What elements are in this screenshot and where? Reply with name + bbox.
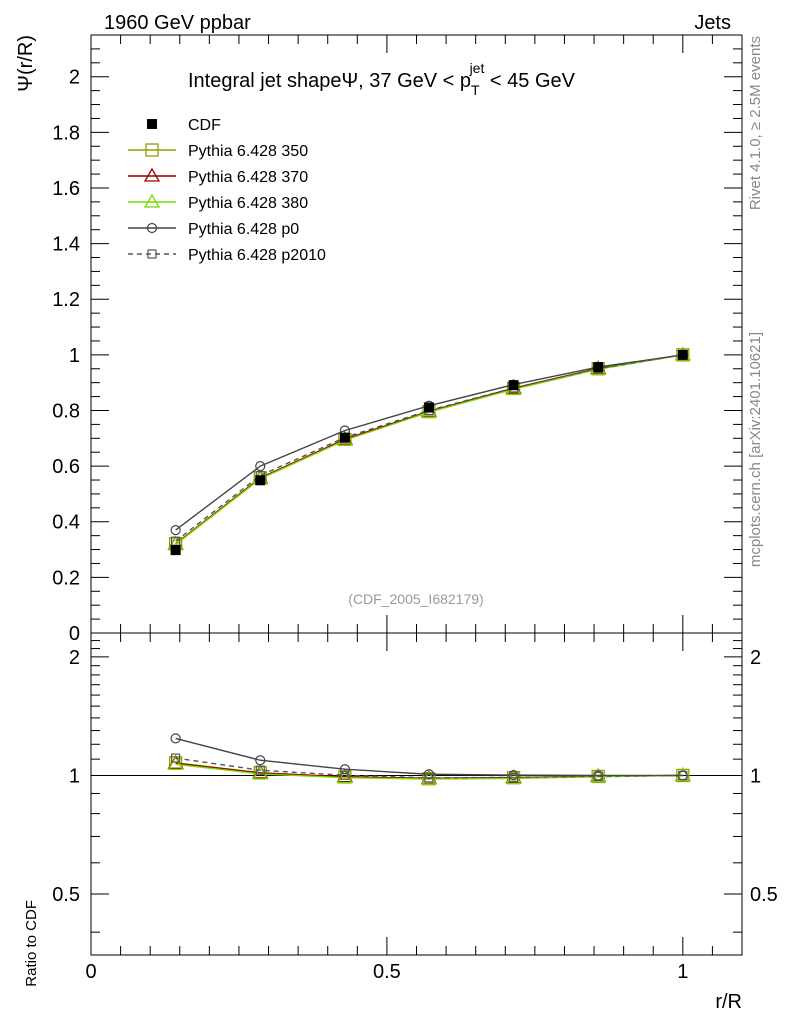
legend-marker-pythia-6-428-p2010 [147, 249, 157, 259]
legend-label-cdf: CDF [188, 117, 221, 134]
main-series-group [167, 346, 691, 556]
title-prefix: Integral jet shapeΨ, 37 GeV < p [188, 70, 471, 92]
title-suffix: < 45 GeV [484, 70, 575, 92]
main-pythia-6-428-p2010-line [175, 354, 683, 542]
title-superscript: jet [469, 60, 485, 76]
mcplots-label: mcplots.cern.ch [arXiv:2401.10621] [747, 332, 764, 567]
legend-marker-pythia-6-428-p0 [146, 222, 158, 234]
main-cdf-point [339, 432, 350, 443]
x-tick-label: 0.5 [373, 961, 401, 983]
x-tick-label: 1 [677, 961, 688, 983]
ratio-y-tick-label-right: 0.5 [750, 884, 778, 906]
y-tick-label: 1.4 [52, 234, 80, 256]
legend-label-pythia-6-428-p2010: Pythia 6.428 p2010 [188, 247, 326, 264]
ratio-axis-ticks: 0.5 0.5 1 1 2 2 0 0.5 1 [52, 633, 778, 983]
y-tick-label: 0.6 [52, 456, 80, 478]
ratio-pythia-6-428-p2010-point [171, 753, 181, 763]
ratio-y-tick-label-left: 2 [69, 647, 80, 669]
ratio-plot-frame [90, 632, 743, 956]
main-pythia-6-428-380-line [175, 354, 683, 546]
title-subscript: T [471, 82, 480, 98]
legend-label-pythia-6-428-p0: Pythia 6.428 p0 [188, 221, 299, 238]
main-cdf-point [508, 380, 519, 391]
y-tick-label: 2 [69, 67, 80, 89]
ratio-y-tick-label-left: 0.5 [52, 884, 80, 906]
main-cdf-point [423, 402, 434, 413]
main-cdf-point [170, 545, 181, 556]
y-tick-label: 0.2 [52, 567, 80, 589]
main-pythia-6-428-p0-point [255, 461, 266, 472]
analysis-annotation: (CDF_2005_I682179) [348, 591, 483, 607]
main-pythia-6-428-p0-point [170, 524, 181, 536]
ratio-pythia-6-428-p2010-point [508, 772, 519, 782]
y-tick-label: 0.4 [52, 512, 80, 534]
main-pythia-6-428-370-line [175, 354, 683, 545]
legend-marker-pythia-6-428-350 [145, 143, 159, 157]
ratio-y-tick-label-right: 2 [750, 647, 761, 669]
ratio-pythia-6-428-380-point [167, 756, 184, 771]
ratio-pythia-6-428-p0-point [339, 764, 350, 775]
ratio-pythia-6-428-p2010-point [340, 770, 350, 780]
ratio-y-axis-label: Ratio to CDF [23, 900, 40, 987]
ratio-y-tick-label-left: 1 [69, 765, 80, 787]
legend-label-pythia-6-428-370: Pythia 6.428 370 [188, 169, 308, 186]
y-tick-label: 1 [69, 345, 80, 367]
legend: CDF Pythia 6.428 350 Pythia 6.428 370 Pythi… [128, 117, 326, 264]
x-tick-label: 0 [85, 961, 96, 983]
chart-title: Integral jet shapeΨ, 37 GeV < pTjet < 45… [188, 60, 576, 98]
ratio-y-tick-label-right: 1 [750, 765, 761, 787]
main-cdf-point [593, 362, 604, 373]
main-pythia-6-428-p0-line [175, 354, 683, 531]
y-tick-label: 0.8 [52, 400, 80, 422]
ratio-pythia-6-428-p0-point [170, 733, 181, 744]
y-tick-label: 0 [69, 623, 80, 645]
main-cdf-point [677, 349, 688, 360]
header-energy-label: 1960 GeV ppbar [104, 12, 251, 34]
legend-label-pythia-6-428-380: Pythia 6.428 380 [188, 195, 308, 212]
x-axis-label: r/R [715, 991, 742, 1013]
rivet-version-label: Rivet 4.1.0, ≥ 2.5M events [747, 36, 764, 210]
legend-marker-pythia-6-428-370 [143, 167, 161, 182]
main-cdf-point [255, 475, 266, 486]
ratio-pythia-6-428-p2010-point [424, 773, 434, 783]
y-tick-label: 1.2 [52, 289, 80, 311]
y-tick-label: 1.8 [52, 122, 80, 144]
ratio-pythia-6-428-p2010-line [175, 757, 683, 779]
legend-marker-pythia-6-428-380 [143, 193, 161, 208]
ratio-pythia-6-428-p2010-point [678, 770, 688, 781]
y-tick-label: 1.6 [52, 178, 80, 200]
main-y-axis-label: Ψ(r/R) [15, 35, 37, 92]
main-axis-ticks: 0 0.2 0.4 0.6 0.8 1 1.2 1.4 1.6 1.8 2 [52, 35, 743, 645]
legend-label-pythia-6-428-350: Pythia 6.428 350 [188, 143, 308, 160]
ratio-series-group [167, 733, 691, 786]
legend-marker-cdf [147, 119, 157, 129]
ratio-pythia-6-428-p0-point [255, 755, 266, 766]
ratio-pythia-6-428-p2010-point [593, 771, 603, 781]
header-category-label: Jets [694, 12, 731, 34]
main-pythia-6-428-350-line [175, 354, 683, 545]
ratio-pythia-6-428-p2010-point [255, 765, 265, 775]
